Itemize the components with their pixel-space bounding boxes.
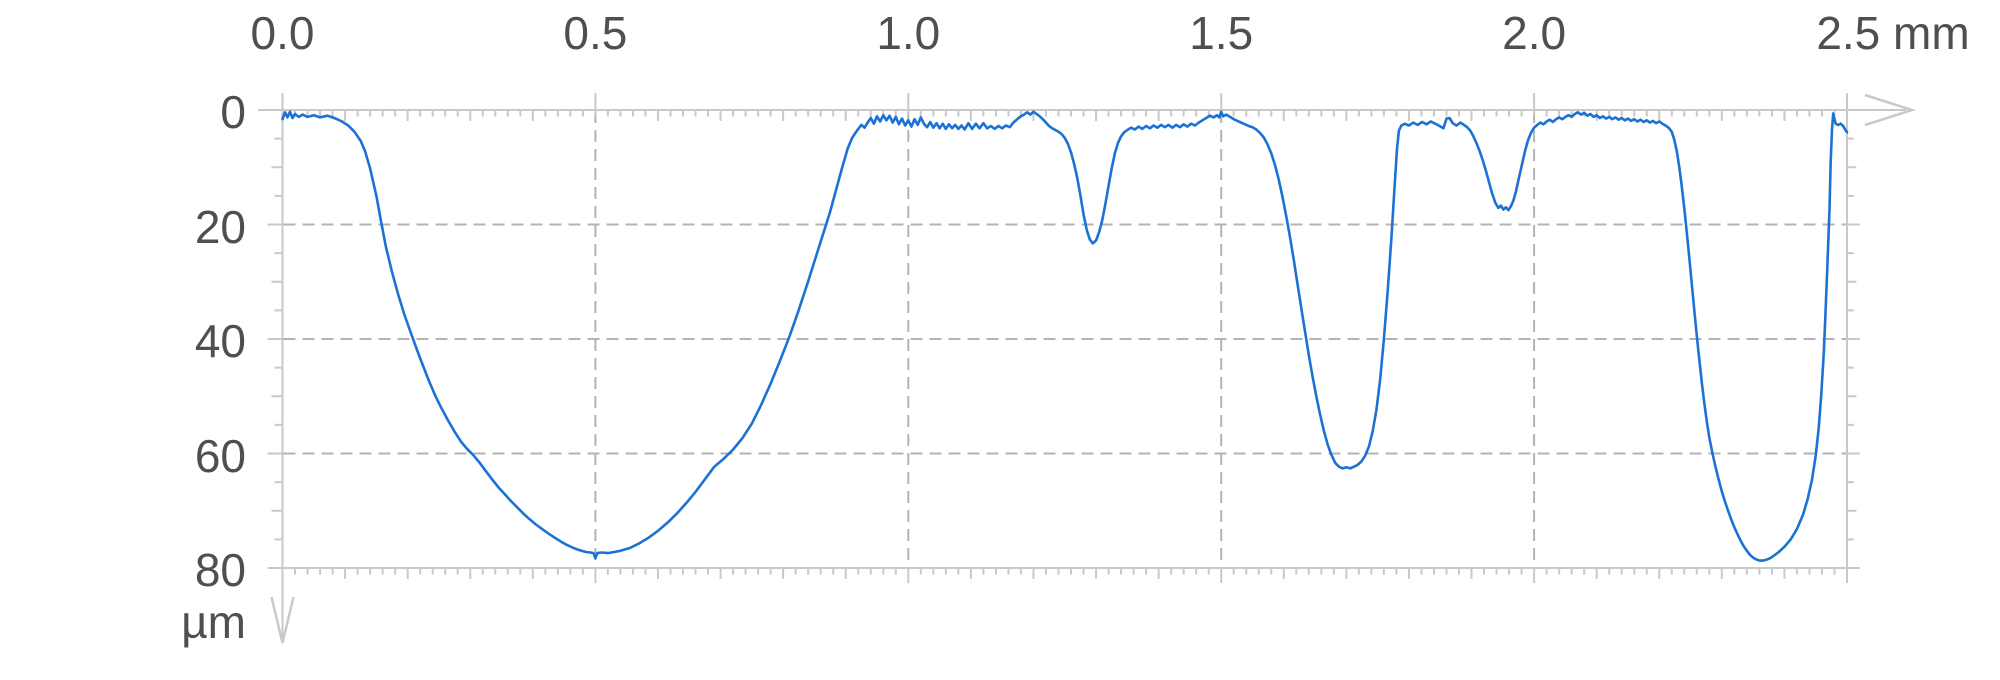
gridlines	[283, 111, 1847, 568]
y-tick-label-60: 60	[194, 429, 246, 482]
x-axis-arrow-icon	[1864, 93, 1917, 127]
y-axis-arrow-icon	[270, 596, 295, 644]
y-axis-unit-label: µm	[181, 596, 246, 648]
profile-curve	[281, 110, 1849, 562]
x-tick-label-1: 1.0	[876, 7, 941, 59]
y-tick-label-0: 0	[220, 86, 246, 138]
x-tick-label-1.5: 1.5	[1189, 7, 1254, 59]
x-tick-label-0: 0.0	[250, 7, 315, 59]
axes-frame	[258, 95, 1906, 640]
x-tick-label-0.5: 0.5	[563, 7, 628, 59]
x-tick-label-2: 2.0	[1502, 7, 1567, 59]
y-tick-label-40: 40	[194, 315, 246, 367]
x-tick-label-2.5: 2.5 mm	[1816, 7, 1970, 59]
y-tick-label-20: 20	[194, 200, 246, 253]
y-tick-label-80: 80	[194, 544, 246, 596]
